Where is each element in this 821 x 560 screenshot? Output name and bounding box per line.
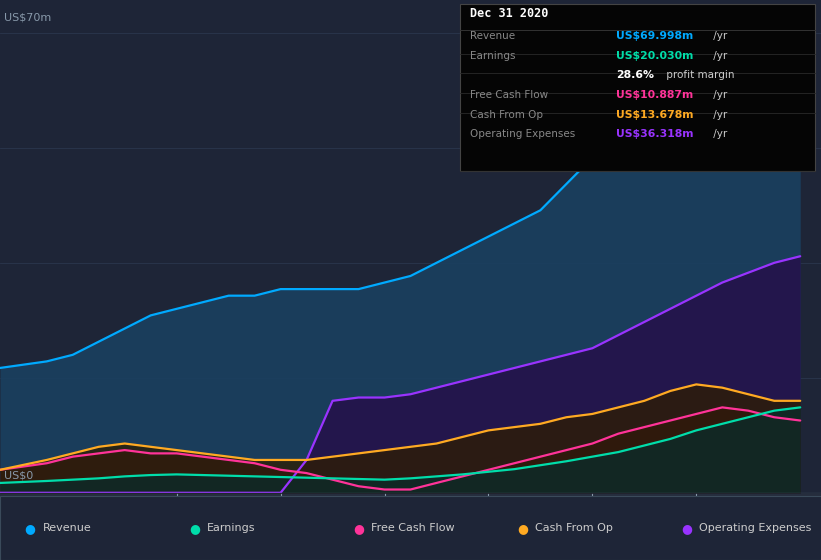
Text: /yr: /yr [710,129,727,139]
Text: /yr: /yr [710,31,727,41]
Text: Free Cash Flow: Free Cash Flow [470,90,548,100]
Text: US$36.318m: US$36.318m [616,129,693,139]
Text: Cash From Op: Cash From Op [470,110,543,120]
Text: profit margin: profit margin [663,71,735,81]
Text: Cash From Op: Cash From Op [535,523,613,533]
Text: Operating Expenses: Operating Expenses [699,523,812,533]
Text: US$69.998m: US$69.998m [616,31,693,41]
Text: US$0: US$0 [4,470,34,480]
Text: Revenue: Revenue [43,523,91,533]
Text: Operating Expenses: Operating Expenses [470,129,575,139]
Text: Earnings: Earnings [470,51,515,61]
Text: US$70m: US$70m [4,12,52,22]
Text: /yr: /yr [710,110,727,120]
Text: Free Cash Flow: Free Cash Flow [371,523,455,533]
Text: /yr: /yr [710,51,727,61]
Text: US$20.030m: US$20.030m [616,51,693,61]
Text: ●: ● [189,521,200,535]
Text: Earnings: Earnings [207,523,255,533]
Text: ●: ● [517,521,528,535]
Text: Revenue: Revenue [470,31,515,41]
Text: ●: ● [681,521,692,535]
Text: ●: ● [25,521,35,535]
Text: Dec 31 2020: Dec 31 2020 [470,7,548,20]
Text: 28.6%: 28.6% [616,71,654,81]
Text: ●: ● [353,521,364,535]
Text: US$13.678m: US$13.678m [616,110,693,120]
Text: /yr: /yr [710,90,727,100]
Text: US$10.887m: US$10.887m [616,90,693,100]
